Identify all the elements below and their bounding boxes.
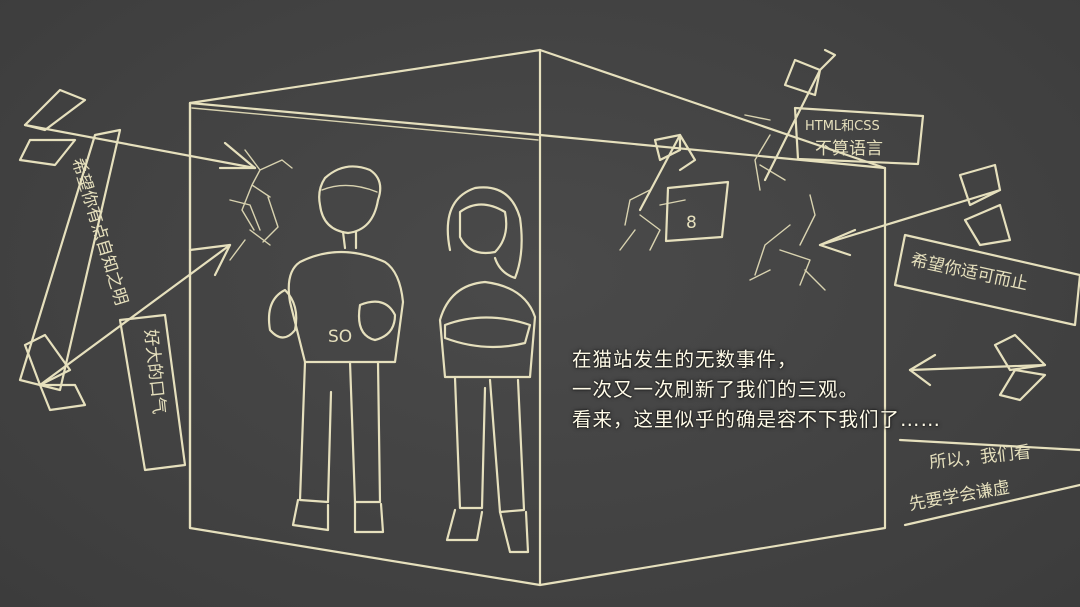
- banner-mid-right: 希望你适可而止: [893, 233, 1080, 327]
- banner-top-left: 希望你有点自知之明: [18, 128, 131, 392]
- dice-number: 8: [686, 213, 697, 233]
- banner-mid-left: 好大的口气: [118, 313, 187, 472]
- banner-top-right: HTML和CSS 不算语言: [793, 106, 925, 166]
- boy-figure: SO: [267, 165, 405, 534]
- narration-line: 在猫站发生的无数事件，: [572, 348, 798, 371]
- svg-text:所以，我们看: 所以，我们看: [928, 442, 1032, 473]
- narration-line: 一次又一次刷新了我们的三观。: [572, 378, 860, 401]
- banner-bottom-right: 所以，我们看 先要学会谦虚: [898, 438, 1080, 527]
- arrows: [18, 48, 1047, 412]
- svg-text:HTML和CSS: HTML和CSS: [805, 119, 880, 134]
- shirt-letters: SO: [328, 327, 352, 347]
- svg-text:希望你适可而止: 希望你适可而止: [909, 250, 1030, 294]
- dice-card: 8: [664, 180, 730, 243]
- narration-line: 看来，这里似乎的确是容不下我们了……: [572, 408, 942, 431]
- svg-text:希望你有点自知之明: 希望你有点自知之明: [67, 156, 131, 308]
- glass-box: [188, 48, 887, 587]
- glass-cracks: [229, 114, 826, 291]
- svg-text:先要学会谦虚: 先要学会谦虚: [907, 478, 1011, 515]
- girl-figure: [438, 186, 537, 554]
- svg-text:好大的口气: 好大的口气: [140, 328, 169, 415]
- narration-text: 在猫站发生的无数事件， 一次又一次刷新了我们的三观。 看来，这里似乎的确是容不下…: [572, 345, 941, 435]
- svg-text:不算语言: 不算语言: [815, 139, 883, 159]
